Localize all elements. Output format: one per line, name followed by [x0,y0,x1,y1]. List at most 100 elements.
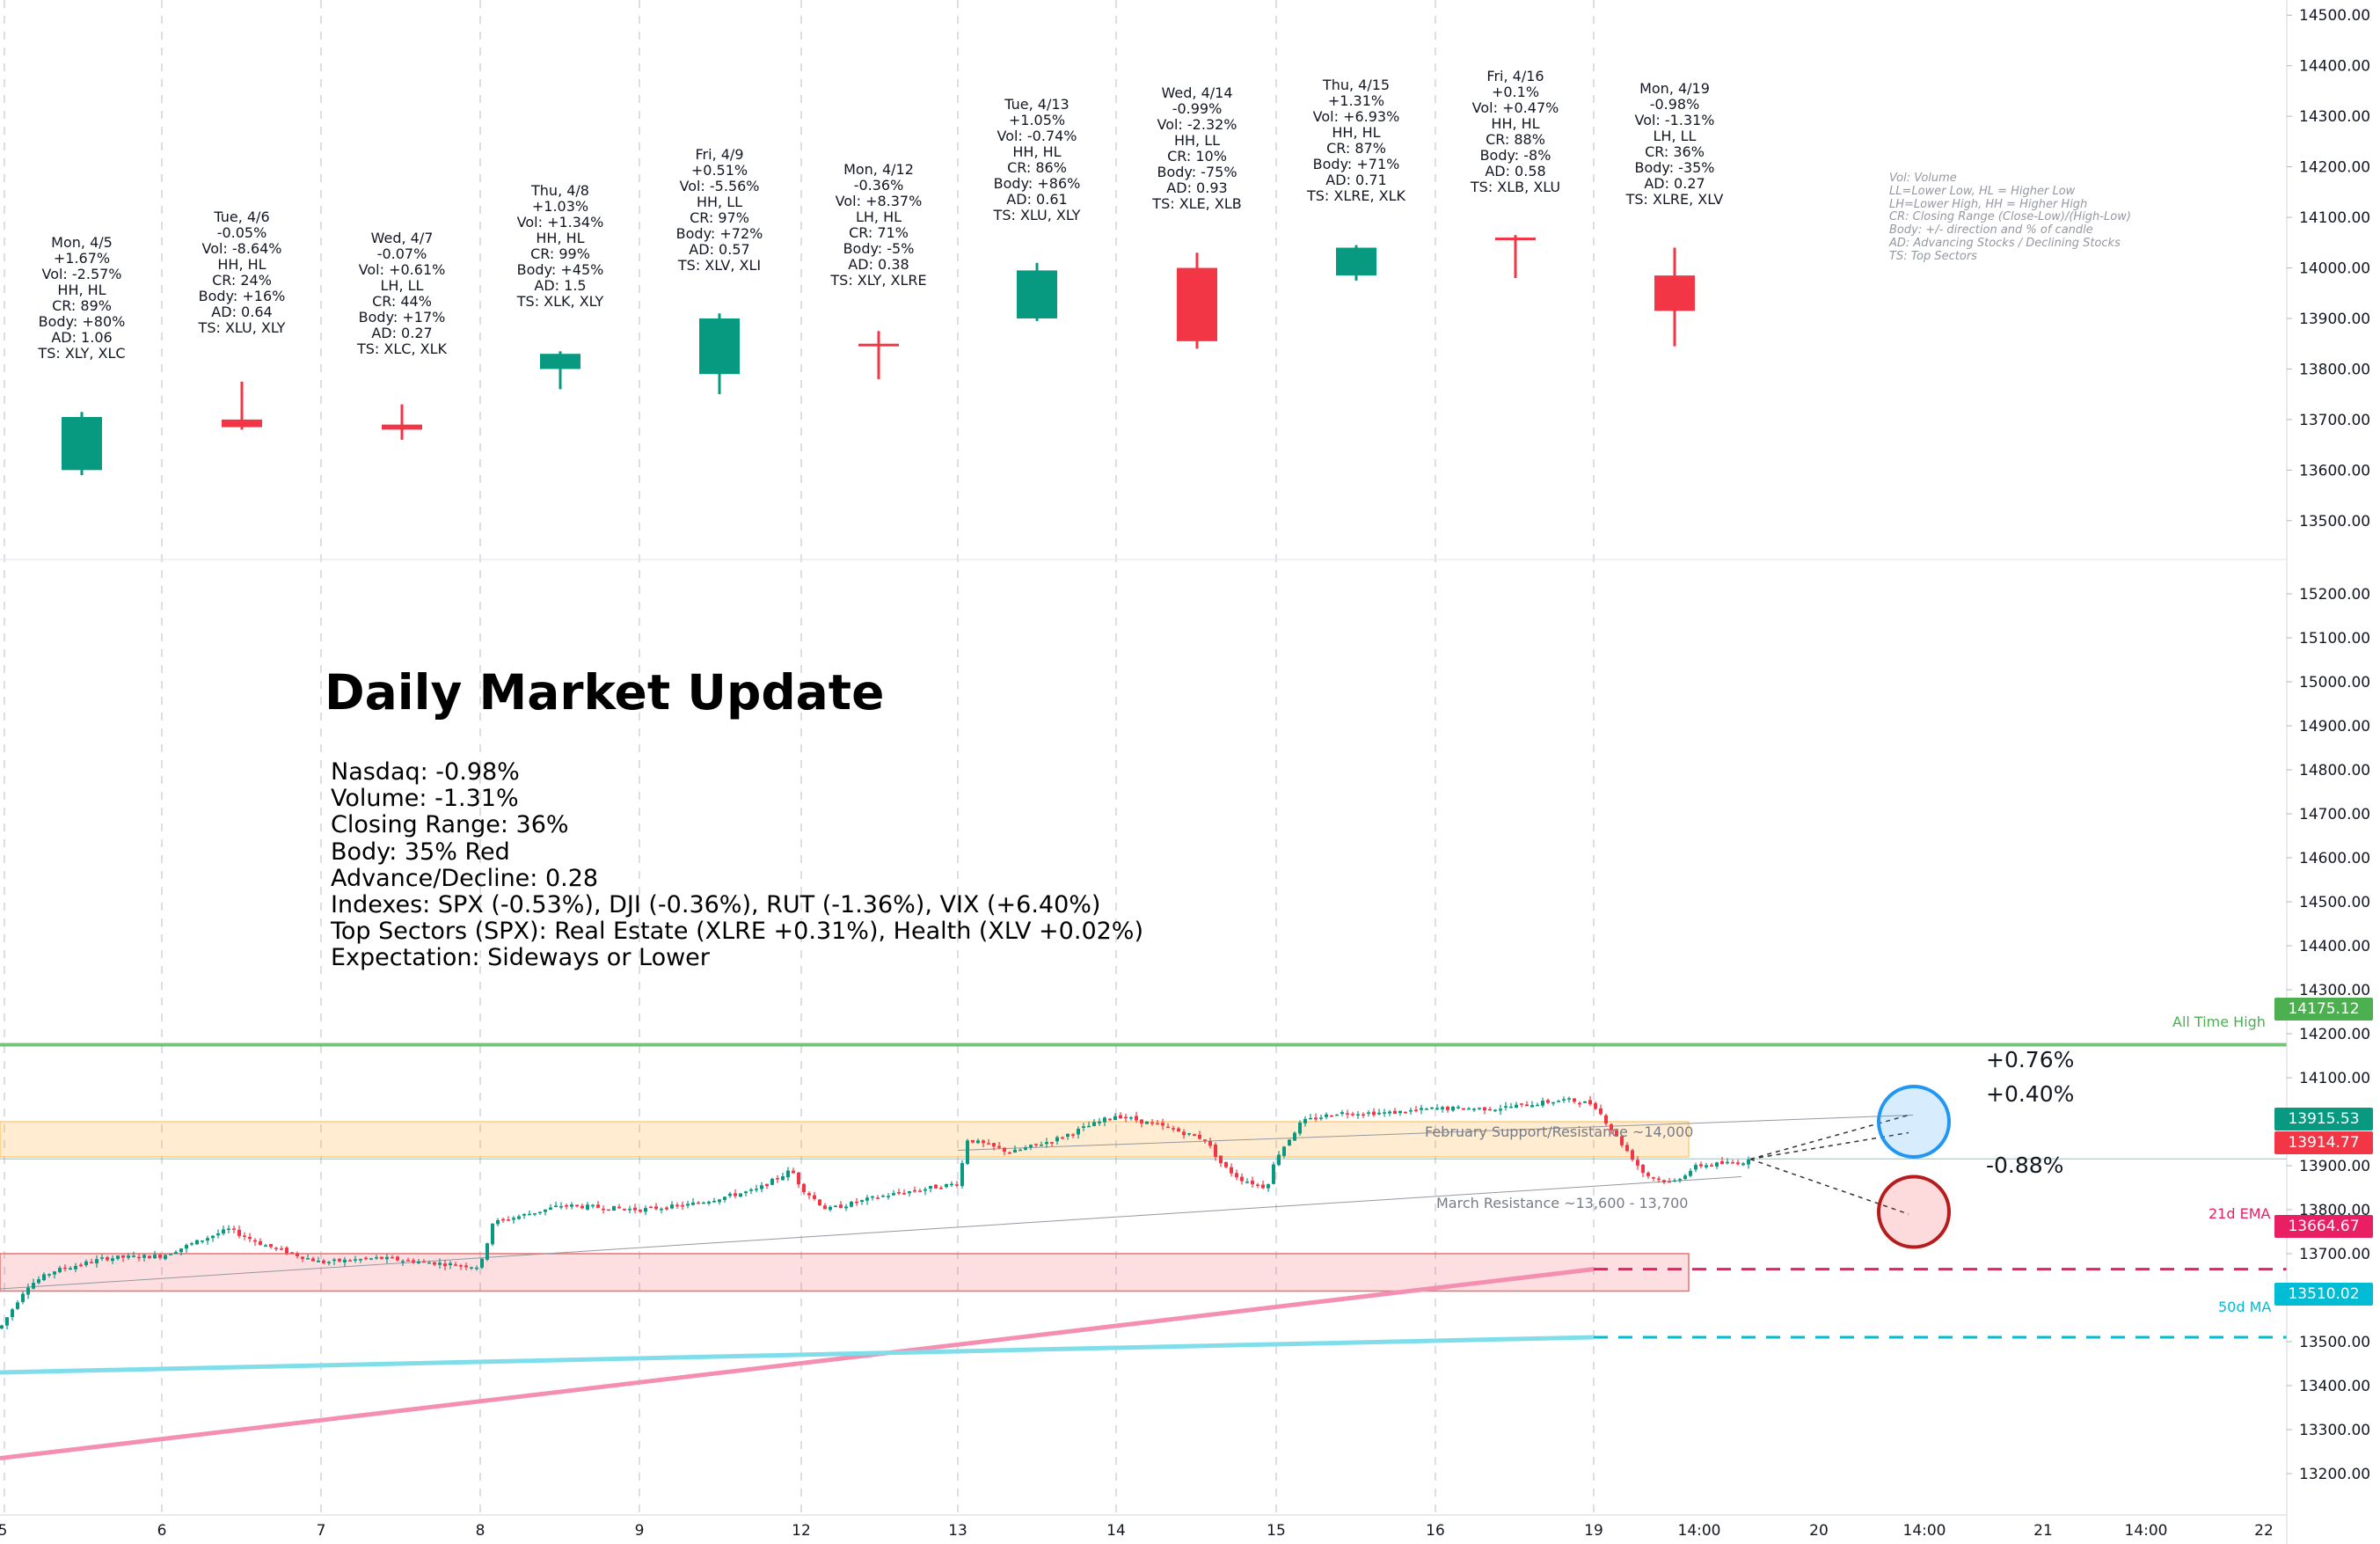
intraday-candle-body [1430,1107,1434,1109]
intraday-candle-body [1425,1109,1428,1110]
top-y-tick-label: 14100.00 [2299,209,2370,227]
intraday-candle-body [37,1279,40,1284]
intraday-candle-body [945,1183,948,1188]
intraday-candle-body [84,1261,88,1266]
intraday-candle-body [1135,1116,1138,1121]
intraday-candle-body [222,1229,225,1234]
trend-line-upper [957,1115,1914,1151]
bottom-y-tick-label: 14300.00 [2299,982,2370,999]
x-tick-label: 7 [317,1522,326,1540]
intraday-candle-body [602,1208,605,1211]
intraday-candle-body [686,1204,690,1206]
intraday-candle-body [385,1256,389,1260]
intraday-candle-body [1536,1104,1539,1107]
x-tick-label: 14:00 [2125,1522,2168,1540]
daily-annotation: Tue, 4/13 +1.05% Vol: -0.74% HH, HL CR: 86% B… [994,97,1081,223]
intraday-candle-body [1351,1114,1354,1116]
intraday-candle-body [512,1218,515,1220]
intraday-candle-body [1113,1116,1117,1121]
x-tick-label: 14:00 [1678,1522,1721,1540]
annotation-line: -0.05% [216,224,267,241]
intraday-candle-body [786,1170,790,1178]
annotation-line: Body: +72% [675,225,763,242]
intraday-candle-body [1298,1122,1302,1134]
daily-candle-body [382,424,422,430]
intraday-candle-body [58,1268,62,1273]
annotation-line: Fri, 4/9 [695,146,744,163]
scenario-arrow-down [1749,1158,1909,1215]
intraday-candle-body [449,1262,452,1265]
intraday-candle-body [1277,1154,1281,1166]
intraday-candle-body [1525,1104,1529,1107]
daily-annotation: Thu, 4/8 +1.03% Vol: +1.34% HH, HL CR: 99% Bo… [517,183,604,310]
intraday-candle-body [1499,1109,1502,1111]
bottom-y-tick-label: 14800.00 [2299,762,2370,779]
intraday-candle-body [1530,1105,1534,1108]
intraday-candle-body [1404,1111,1407,1114]
intraday-candle-body [1367,1112,1370,1114]
intraday-candle-body [1340,1112,1344,1115]
intraday-candle-body [876,1197,880,1199]
update-title: Daily Market Update [325,664,885,721]
intraday-candle-body [881,1195,885,1197]
intraday-candle-body [1240,1176,1244,1182]
annotation-line: CR: 97% [690,209,749,226]
annotation-line: +1.31% [1327,92,1385,109]
intraday-candle-body [950,1183,953,1186]
update-line: Closing Range: 36% [331,811,569,839]
x-tick-label: 16 [1426,1522,1445,1540]
annotation-line: CR: 88% [1486,131,1545,148]
intraday-candle-body [596,1204,600,1208]
intraday-candle-body [79,1264,83,1267]
intraday-candle-body [1541,1101,1544,1106]
annotation-line: AD: 0.71 [1325,172,1387,188]
intraday-candles [0,1095,1750,1330]
intraday-candle-body [1187,1133,1191,1135]
intraday-candle-body [11,1309,14,1318]
intraday-candle-body [1166,1126,1170,1129]
intraday-candle-body [1245,1182,1249,1183]
legend-note-line: TS: Top Sectors [1889,249,1977,263]
annotation-line: +1.03% [531,198,589,215]
intraday-candle-body [317,1260,320,1262]
intraday-candle-body [179,1248,183,1253]
intraday-candle-body [871,1196,874,1198]
intraday-candle-body [639,1210,642,1212]
bottom-y-tick-label: 14400.00 [2299,938,2370,955]
intraday-candle-body [681,1204,684,1207]
intraday-candle-body [311,1258,315,1262]
intraday-candle-body [1636,1160,1639,1166]
intraday-candle-body [1172,1128,1175,1130]
scenario-down-1: -0.88% [1986,1153,2064,1178]
intraday-candle-body [1003,1147,1006,1152]
annotation-line: CR: 36% [1645,143,1705,160]
intraday-candle-body [216,1233,220,1236]
intraday-candle-body [697,1202,700,1204]
annotation-line: AD: 0.38 [848,256,909,273]
annotation-line: TS: XLU, XLY [198,319,286,336]
intraday-candle-body [1467,1108,1471,1110]
scenario-up-2: +0.40% [1986,1081,2075,1107]
intraday-candle-body [807,1193,811,1196]
intraday-candle-body [142,1255,146,1258]
intraday-candle-body [1198,1134,1201,1139]
bottom-y-tick-label: 14600.00 [2299,850,2370,867]
intraday-candle-body [1282,1146,1286,1156]
annotation-line: Vol: +0.47% [1471,99,1559,116]
intraday-candle-body [63,1267,67,1270]
annotation-line: HH, HL [1332,124,1381,141]
intraday-candle-body [897,1192,901,1194]
intraday-candle-body [522,1214,526,1216]
intraday-candle-body [1145,1121,1149,1124]
intraday-candle-body [1224,1161,1228,1167]
annotation-line: +0.51% [690,162,748,179]
intraday-candle-body [406,1260,410,1262]
intraday-candle-body [913,1189,916,1192]
bottom-y-tick-label: 14200.00 [2299,1026,2370,1043]
intraday-candle-body [69,1268,72,1270]
intraday-candle-body [459,1265,463,1267]
intraday-candle-body [1520,1103,1523,1105]
top-y-tick-label: 13900.00 [2299,311,2370,328]
intraday-candle-body [338,1258,341,1262]
